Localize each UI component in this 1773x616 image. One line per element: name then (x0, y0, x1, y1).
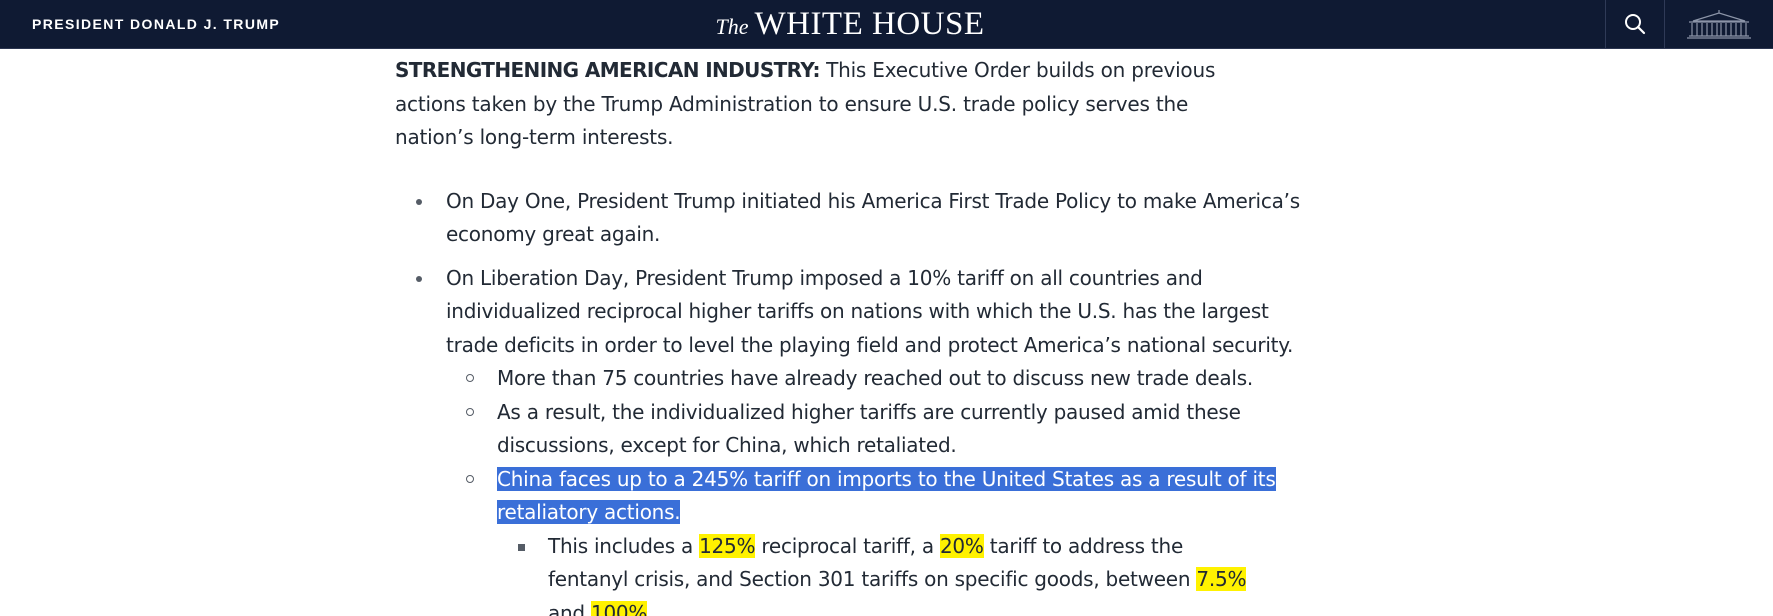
top-navigation-bar: PRESIDENT DONALD J. TRUMP The WHITE HOUSE (0, 0, 1773, 49)
search-button[interactable] (1606, 0, 1664, 48)
site-title-main: WHITE HOUSE (754, 6, 985, 42)
sub-sub-bullet-list: This includes a 125% reciprocal tariff, … (497, 530, 1282, 616)
intro-heading: STRENGTHENING AMERICAN INDUSTRY: (395, 58, 821, 82)
text-fragment: This includes a (548, 533, 700, 558)
site-title-the: The (715, 14, 749, 39)
sub-bullet-list: More than 75 countries have already reac… (446, 362, 1295, 616)
highlighted-value: 20% (939, 533, 984, 558)
highlighted-value: 125% (699, 533, 756, 558)
list-item: On Day One, President Trump initiated hi… (395, 185, 1300, 252)
list-item: On Liberation Day, President Trump impos… (395, 262, 1295, 616)
president-link[interactable]: PRESIDENT DONALD J. TRUMP (32, 16, 281, 32)
site-logo-title[interactable]: The WHITE HOUSE (0, 0, 1700, 48)
text-fragment: . (647, 600, 654, 616)
intro-paragraph: STRENGTHENING AMERICAN INDUSTRY: This Ex… (395, 54, 1255, 155)
bullet-text: On Liberation Day, President Trump impos… (446, 265, 1294, 357)
white-house-logo-button[interactable] (1665, 0, 1773, 48)
bullet-list: On Day One, President Trump initiated hi… (395, 185, 1300, 616)
intro-text: This Executive Order builds on previous … (395, 58, 1216, 149)
sub-list-item: China faces up to a 245% tariff on impor… (446, 463, 1282, 616)
selected-text[interactable]: China faces up to a 245% tariff on impor… (497, 466, 1276, 524)
sub-bullet-text: As a result, the individualized higher t… (497, 399, 1241, 458)
sub-list-item: More than 75 countries have already reac… (446, 362, 1295, 396)
search-icon (1625, 14, 1646, 35)
sub-bullet-text: More than 75 countries have already reac… (497, 366, 1253, 390)
header-divider (1605, 0, 1606, 48)
article-body: STRENGTHENING AMERICAN INDUSTRY: This Ex… (395, 54, 1300, 616)
highlighted-value: 7.5% (1196, 567, 1247, 591)
highlighted-value: 100% (590, 600, 647, 616)
header-divider (1664, 0, 1665, 48)
bullet-text: On Day One, President Trump initiated hi… (446, 188, 1300, 247)
text-fragment: reciprocal tariff, a (755, 533, 940, 558)
text-fragment: and (548, 600, 591, 616)
white-house-building-icon (1687, 10, 1751, 39)
sub-sub-list-item: This includes a 125% reciprocal tariff, … (497, 530, 1248, 616)
sub-list-item: As a result, the individualized higher t… (446, 396, 1257, 463)
text-fragment: tariff to address the fentanyl crisis, a… (548, 533, 1197, 592)
